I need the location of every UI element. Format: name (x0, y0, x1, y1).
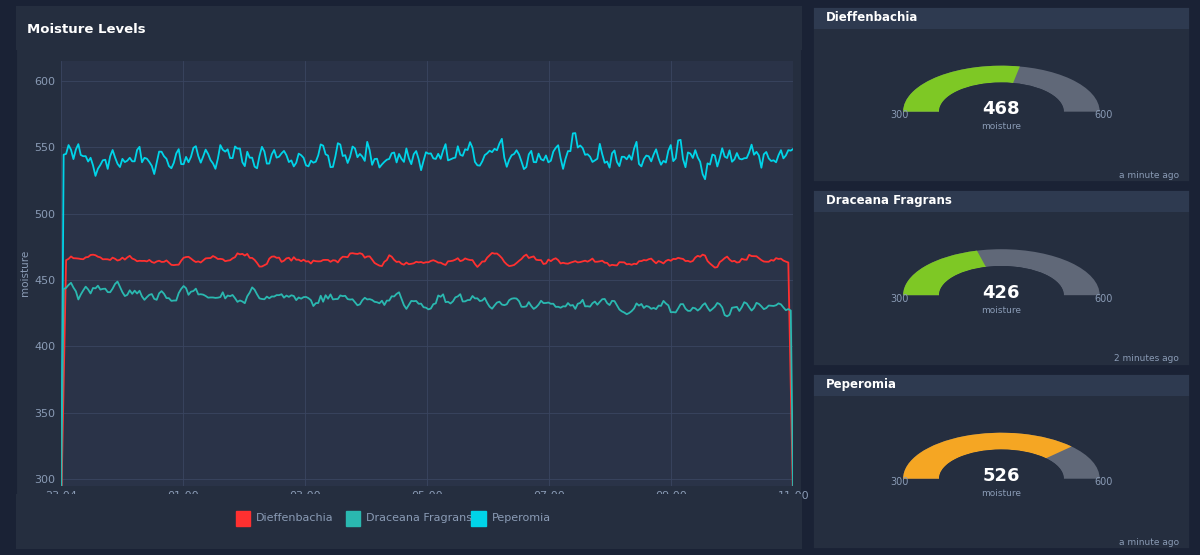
Text: 468: 468 (983, 100, 1020, 118)
Text: Peperomia: Peperomia (826, 377, 896, 391)
Text: Dieffenbachia: Dieffenbachia (826, 11, 918, 23)
Text: Peperomia: Peperomia (492, 513, 551, 523)
Bar (812, 372, 1190, 396)
Text: 600: 600 (1094, 294, 1112, 304)
Text: 2 minutes ago: 2 minutes ago (1114, 354, 1180, 364)
Wedge shape (904, 65, 1020, 112)
Wedge shape (904, 65, 1099, 112)
Text: moisture: moisture (982, 306, 1021, 315)
Text: 526: 526 (983, 467, 1020, 485)
Wedge shape (904, 433, 1099, 479)
Bar (812, 6, 1190, 28)
Text: moisture: moisture (982, 122, 1021, 131)
Circle shape (940, 266, 1063, 324)
Text: a minute ago: a minute ago (1118, 538, 1180, 547)
Text: 600: 600 (1094, 110, 1112, 120)
Text: 600: 600 (1094, 477, 1112, 487)
Text: Draceana Fragrans: Draceana Fragrans (826, 194, 952, 207)
Circle shape (940, 83, 1063, 141)
Text: 300: 300 (890, 294, 908, 304)
Text: Moisture Levels: Moisture Levels (28, 23, 146, 37)
Bar (472, 511, 486, 526)
Text: 426: 426 (983, 284, 1020, 301)
Text: Dieffenbachia: Dieffenbachia (256, 513, 334, 523)
Wedge shape (904, 251, 986, 295)
Wedge shape (904, 249, 1099, 295)
Wedge shape (904, 433, 1072, 479)
Text: 300: 300 (890, 110, 908, 120)
Text: 300: 300 (890, 477, 908, 487)
Text: a minute ago: a minute ago (1118, 171, 1180, 180)
Text: moisture: moisture (982, 490, 1021, 498)
Bar (812, 189, 1190, 212)
Bar (346, 511, 360, 526)
Y-axis label: moisture: moisture (20, 250, 30, 296)
Bar (235, 511, 250, 526)
Text: Draceana Fragrans: Draceana Fragrans (366, 513, 472, 523)
Circle shape (940, 450, 1063, 508)
